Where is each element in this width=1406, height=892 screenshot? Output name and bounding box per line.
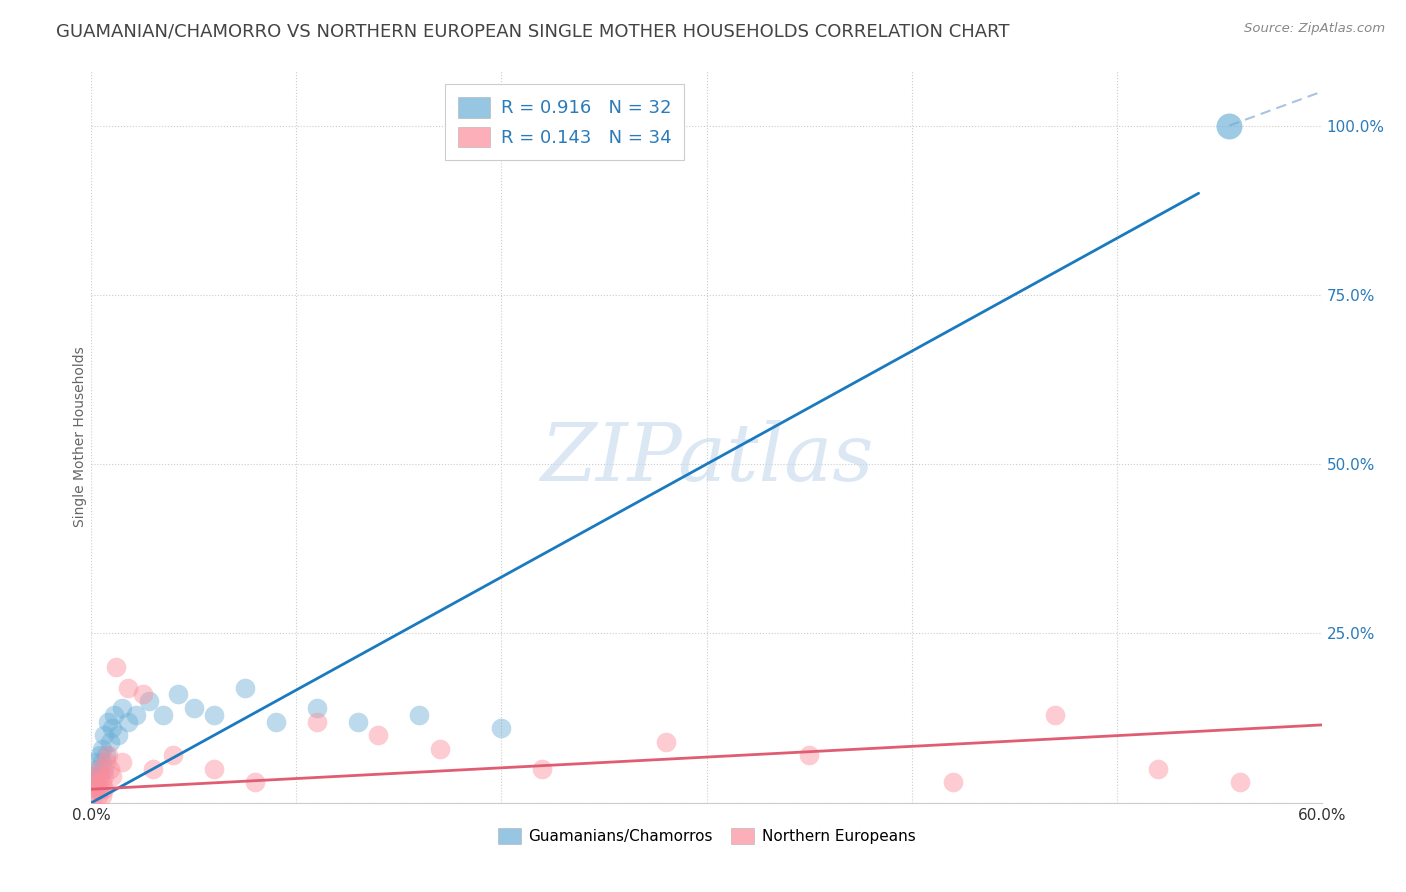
Point [531,762,554,776]
Point [305,701,328,715]
Point [98,735,121,749]
Point [183,701,205,715]
Point [103,707,125,722]
Point [82,769,104,783]
Point [1218,119,1240,133]
Text: Source: ZipAtlas.com: Source: ZipAtlas.com [1244,22,1385,36]
Point [202,707,225,722]
Point [202,762,225,776]
Legend: Guamanians/Chamorros, Northern Europeans: Guamanians/Chamorros, Northern Europeans [492,822,921,850]
Point [90,775,112,789]
Point [152,707,174,722]
Point [86,789,108,803]
Point [90,755,112,769]
Point [90,789,112,803]
Point [1043,707,1066,722]
Point [162,748,184,763]
Point [1229,775,1251,789]
Point [93,762,115,776]
Point [111,755,134,769]
Point [93,728,115,742]
Point [111,701,134,715]
Point [93,782,115,797]
Point [84,755,107,769]
Point [367,728,389,742]
Point [125,707,148,722]
Y-axis label: Single Mother Households: Single Mother Households [73,347,87,527]
Point [233,681,256,695]
Point [82,789,104,803]
Point [166,688,188,702]
Point [89,748,111,763]
Point [797,748,820,763]
Point [97,714,120,729]
Point [942,775,965,789]
Point [94,748,117,763]
Point [105,660,127,674]
Point [131,688,153,702]
Point [264,714,287,729]
Point [97,748,120,763]
Point [89,762,111,776]
Point [89,769,111,783]
Point [94,755,117,769]
Point [101,769,124,783]
Text: GUAMANIAN/CHAMORRO VS NORTHERN EUROPEAN SINGLE MOTHER HOUSEHOLDS CORRELATION CHA: GUAMANIAN/CHAMORRO VS NORTHERN EUROPEAN … [56,22,1010,40]
Point [138,694,160,708]
Point [98,762,121,776]
Point [89,782,111,797]
Point [491,721,513,735]
Point [1146,762,1168,776]
Point [107,728,129,742]
Point [84,775,107,789]
Point [408,707,430,722]
Point [117,681,139,695]
Point [245,775,267,789]
Point [347,714,370,729]
Point [654,735,676,749]
Point [82,775,104,789]
Point [84,769,107,783]
Point [101,721,124,735]
Point [86,762,108,776]
Point [142,762,165,776]
Point [305,714,328,729]
Point [86,775,108,789]
Point [117,714,139,729]
Point [84,782,107,797]
Point [86,782,108,797]
Text: ZIPatlas: ZIPatlas [540,420,873,498]
Point [90,741,112,756]
Point [429,741,451,756]
Point [93,769,115,783]
